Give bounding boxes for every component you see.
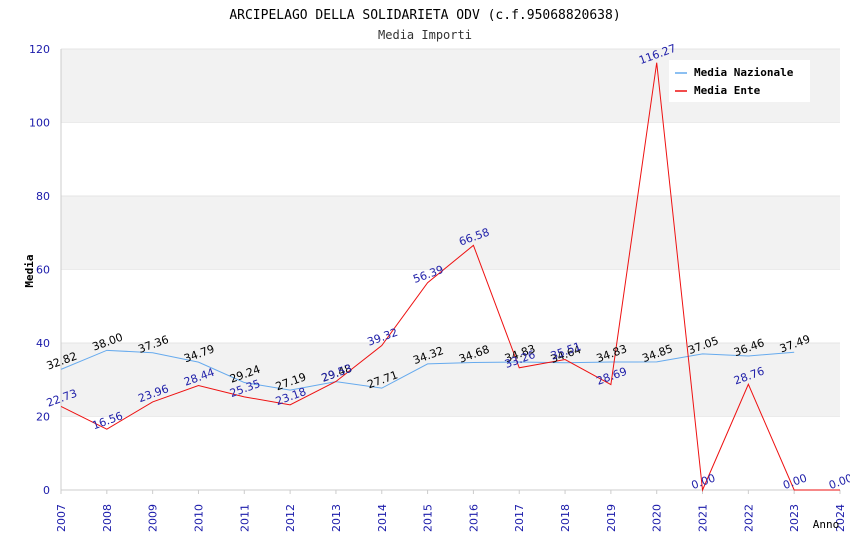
x-tick-label: 2015 <box>422 504 435 532</box>
y-axis-label: Media <box>23 254 36 287</box>
grid-bands <box>61 48 840 417</box>
x-tick-label: 2012 <box>284 504 297 532</box>
legend: Media Nazionale Media Ente <box>669 60 810 102</box>
legend-label-media-ente: Media Ente <box>694 84 761 97</box>
x-tick-label: 2014 <box>376 504 389 532</box>
x-tick-label: 2007 <box>55 504 68 532</box>
series-line-media-nazionale <box>60 349 795 391</box>
x-tick-label: 2011 <box>238 504 251 532</box>
x-tick-label: 2016 <box>467 504 480 532</box>
x-tick-label: 2022 <box>742 504 755 532</box>
x-axis-ticks: 2007 2008 2009 2010 2011 2012 2013 2014 2015 2016… <box>55 490 847 532</box>
y-tick-label: 40 <box>36 337 50 350</box>
legend-label-media-nazionale: Media Nazionale <box>694 66 794 79</box>
x-tick-label: 2009 <box>147 504 160 532</box>
grid-band <box>61 343 840 417</box>
x-tick-label: 2008 <box>101 504 114 532</box>
data-label-media-ente: 0.00 <box>827 471 850 492</box>
series-line-media-ente <box>60 62 840 492</box>
data-label-media-ente: 0.00 <box>781 471 808 492</box>
chart-subtitle: Media Importi <box>378 28 472 42</box>
x-tick-label: 2020 <box>651 504 664 532</box>
y-tick-label: 20 <box>36 411 50 424</box>
y-tick-label: 100 <box>29 117 50 130</box>
x-tick-label: 2023 <box>788 504 801 532</box>
x-tick-label: 2013 <box>330 504 343 532</box>
y-tick-label: 80 <box>36 190 50 203</box>
y-tick-label: 60 <box>36 264 50 277</box>
x-tick-label: 2017 <box>513 504 526 532</box>
x-axis-label: Anno <box>813 518 840 531</box>
x-tick-label: 2024 <box>834 504 847 532</box>
series-lines <box>60 62 840 492</box>
y-tick-label: 0 <box>43 484 50 497</box>
legend-box <box>669 60 810 102</box>
x-tick-label: 2019 <box>605 504 618 532</box>
x-tick-label: 2018 <box>559 504 572 532</box>
y-axis-ticks: 0 20 40 60 80 100 120 <box>29 43 50 497</box>
x-tick-label: 2010 <box>192 504 205 532</box>
axes <box>60 49 840 491</box>
y-tick-label: 120 <box>29 43 50 56</box>
chart-title: ARCIPELAGO DELLA SOLIDARIETA ODV (c.f.95… <box>229 8 620 23</box>
grid-band <box>61 196 840 270</box>
x-tick-label: 2021 <box>697 504 710 532</box>
